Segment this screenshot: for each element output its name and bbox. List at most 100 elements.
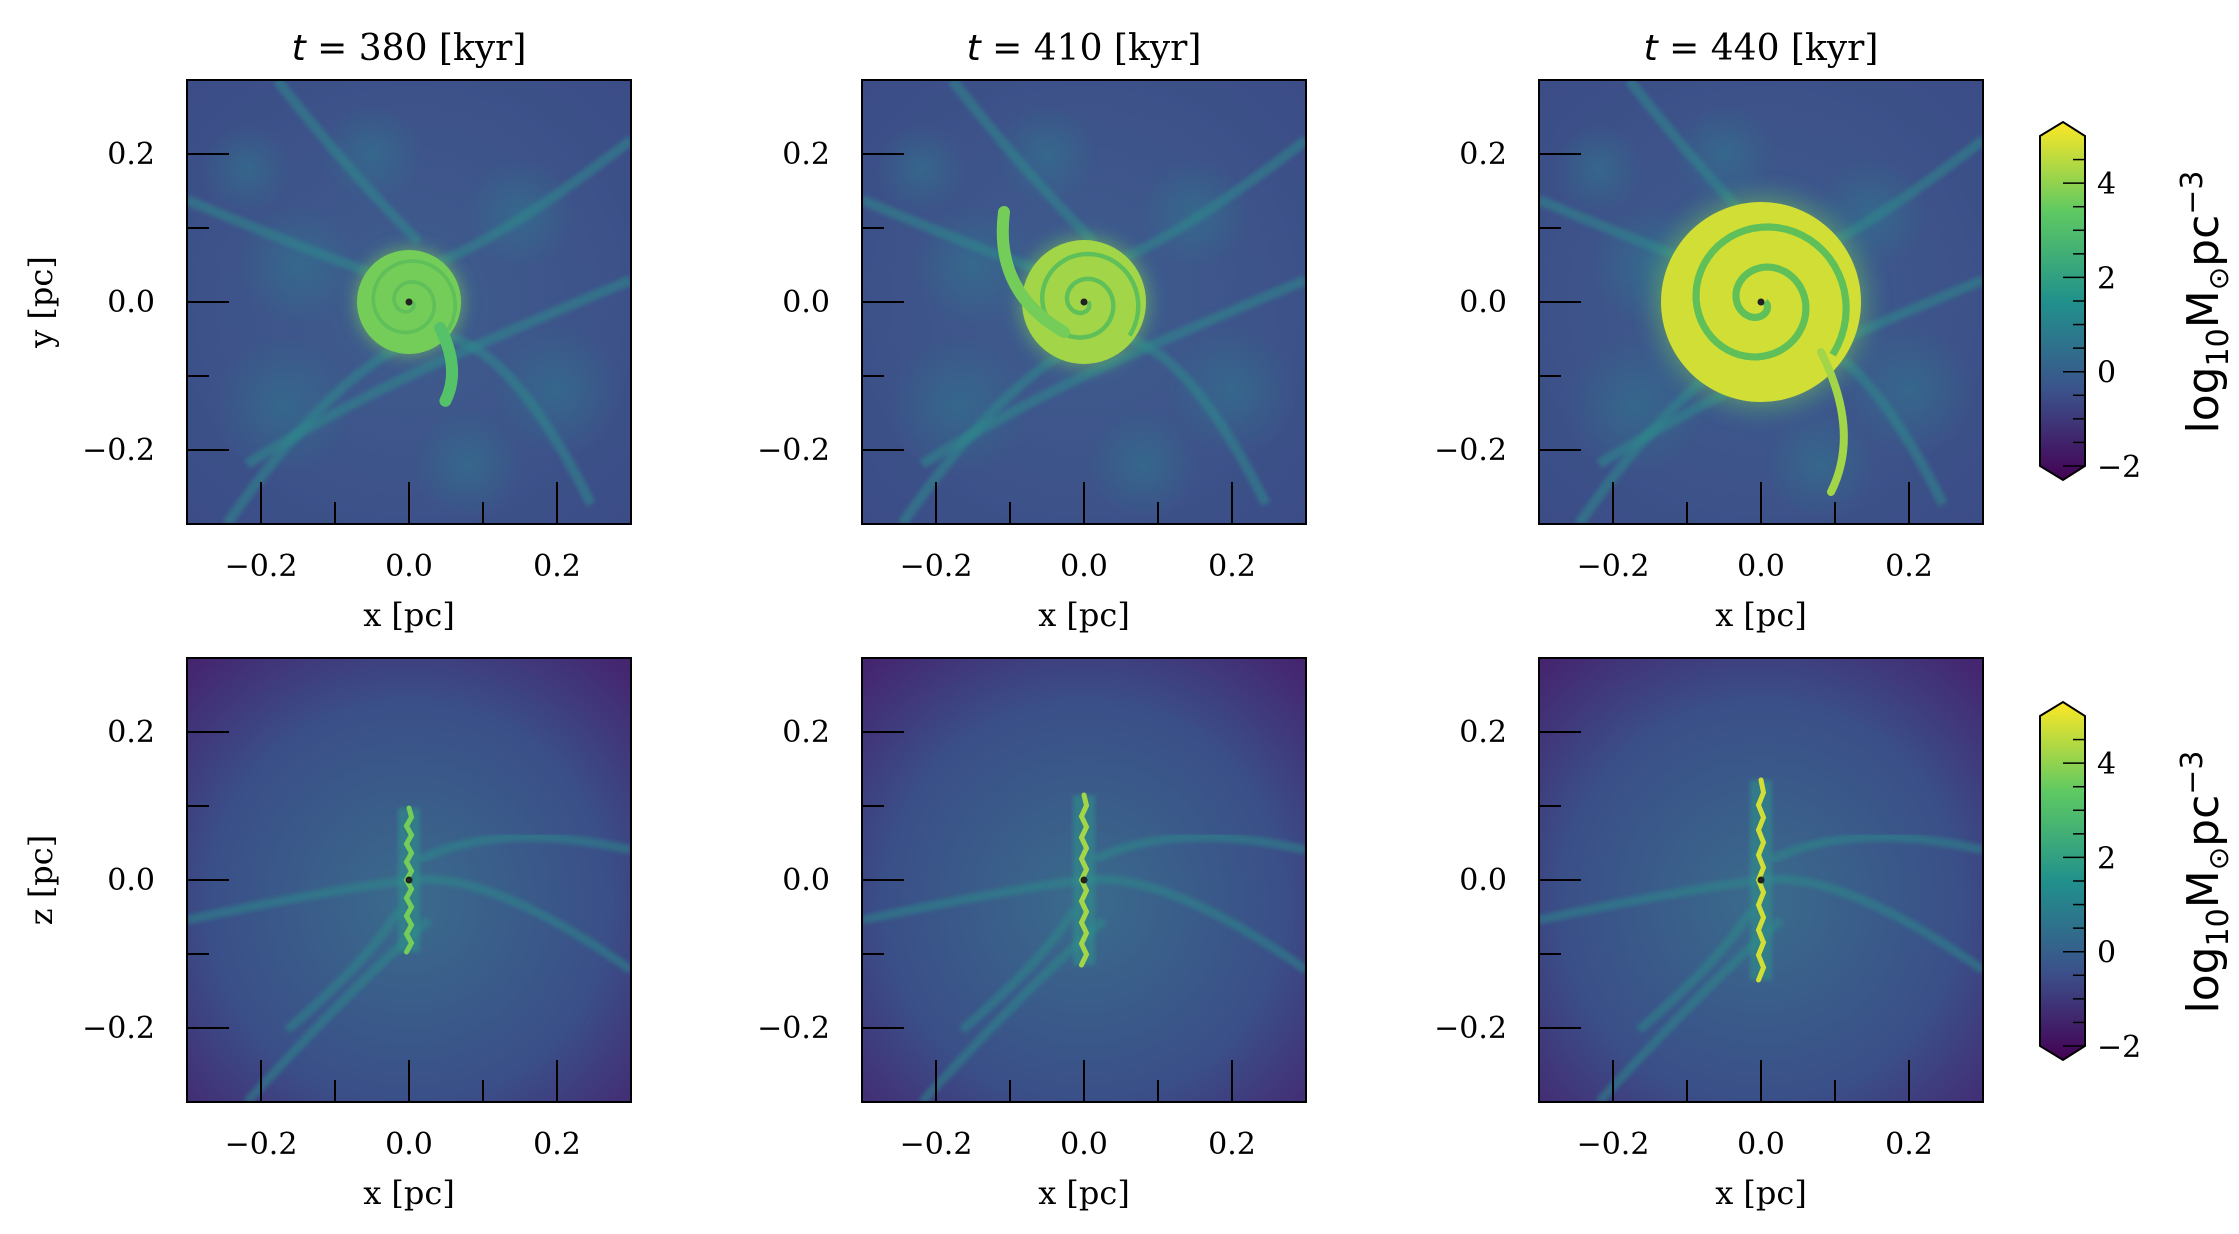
density-map-1 <box>187 80 631 524</box>
central-star <box>405 876 413 884</box>
panel-3: −0.2 0.0 0.2 0.2 0.0 −0.2 x [pc] t = 440 [kyr] <box>1434 28 1984 634</box>
panel-2: −0.2 0.0 0.2 0.2 0.0 −0.2 x [pc] t = 410 [kyr] <box>757 28 1307 634</box>
outflow-wisp <box>1636 907 1755 1034</box>
y-tick-label: 0.2 <box>782 137 830 172</box>
x-axis-label: x [pc] <box>1715 1174 1807 1212</box>
y-tick-label: −0.2 <box>1434 1011 1507 1046</box>
panel-title: t = 440 [kyr] <box>1644 28 1879 69</box>
x-tick-label: 0.0 <box>1737 549 1785 584</box>
gas-bubble <box>492 325 622 456</box>
y-axis-label: z [pc] <box>22 835 60 925</box>
gas-bubble <box>997 104 1097 204</box>
gas-bubble <box>888 335 1029 476</box>
y-tick-label: 0.0 <box>782 863 830 898</box>
colorbar-tick-label: −2 <box>2097 450 2141 485</box>
density-map-5 <box>862 658 1306 1102</box>
colorbar-tick-label: 4 <box>2097 167 2116 202</box>
density-map-4 <box>187 658 631 1102</box>
gas-bubble <box>213 335 354 476</box>
gas-bubble <box>1844 325 1974 456</box>
panel-title: t = 410 [kyr] <box>967 28 1202 69</box>
colorbar-bottom-label: log10M⊙pc−3 <box>2175 750 2236 1013</box>
colorbar-bottom: 4 2 0 −2 log10M⊙pc−3 <box>2039 700 2236 1065</box>
central-star <box>405 298 413 306</box>
y-tick-label: −0.2 <box>757 1011 830 1046</box>
y-tick-label: 0.0 <box>107 863 155 898</box>
x-tick-label: 0.2 <box>1208 549 1256 584</box>
gas-filament <box>244 275 631 469</box>
x-tick-label: −0.2 <box>1577 549 1650 584</box>
y-tick-label: −0.2 <box>82 433 155 468</box>
y-tick-label: −0.2 <box>82 1011 155 1046</box>
panel-1: −0.2 0.0 0.2 0.2 0.0 −0.2 x [pc] y [pc] t = 380 … <box>22 28 632 634</box>
x-axis-label: x [pc] <box>363 1174 455 1212</box>
gas-bubble <box>1765 409 1876 520</box>
tidal-tail <box>434 322 459 407</box>
gas-filament <box>948 80 1098 246</box>
colorbar-top-label: log10M⊙pc−3 <box>2175 170 2236 433</box>
colorbar-tick-label: 0 <box>2097 356 2116 391</box>
y-axis-label: y [pc] <box>22 256 60 349</box>
y-tick-label: 0.2 <box>1459 715 1507 750</box>
x-tick-label: −0.2 <box>225 549 298 584</box>
x-tick-label: 0.2 <box>1885 549 1933 584</box>
colorbar-tick-label: 4 <box>2097 747 2116 782</box>
colorbar-top: 4 2 0 −2 log10M⊙pc−3 <box>2039 120 2236 485</box>
outflow-wisp <box>416 832 631 865</box>
x-tick-label: −0.2 <box>225 1127 298 1162</box>
outflow-wisp <box>1091 832 1306 865</box>
central-star <box>1757 876 1765 884</box>
density-map-2 <box>862 80 1306 524</box>
density-map-3 <box>1539 80 1983 524</box>
gas-filament <box>273 80 423 246</box>
x-tick-label: −0.2 <box>1577 1127 1650 1162</box>
colorbar-tick-label: −2 <box>2097 1030 2141 1065</box>
x-tick-label: 0.0 <box>385 549 433 584</box>
spiral-arm <box>371 259 458 335</box>
x-axis-label: x [pc] <box>1715 596 1807 634</box>
panel-6: −0.2 0.0 0.2 0.2 0.0 −0.2 x [pc] <box>1434 657 1984 1212</box>
spiral-arm <box>1692 223 1850 361</box>
y-tick-label: 0.2 <box>782 715 830 750</box>
spiral-arm <box>1039 251 1141 340</box>
panel-title: t = 380 [kyr] <box>292 28 527 69</box>
outflow-wisp <box>284 907 403 1034</box>
y-tick-label: −0.2 <box>1434 433 1507 468</box>
panel-4: −0.2 0.0 0.2 0.2 0.0 −0.2 x [pc] z [pc] <box>22 657 632 1212</box>
gas-bubble <box>322 104 422 204</box>
x-tick-label: 0.2 <box>533 1127 581 1162</box>
y-tick-label: 0.0 <box>1459 863 1507 898</box>
gas-bubble <box>876 123 967 214</box>
y-tick-label: 0.2 <box>1459 137 1507 172</box>
x-axis-label: x [pc] <box>363 596 455 634</box>
x-tick-label: 0.2 <box>1208 1127 1256 1162</box>
x-tick-label: 0.2 <box>533 549 581 584</box>
y-tick-label: 0.2 <box>107 137 155 172</box>
central-star <box>1757 298 1765 306</box>
y-tick-label: 0.0 <box>782 285 830 320</box>
y-tick-label: −0.2 <box>757 433 830 468</box>
x-tick-label: 0.0 <box>1060 1127 1108 1162</box>
central-star <box>1080 298 1088 306</box>
x-tick-label: 0.0 <box>1060 549 1108 584</box>
y-tick-label: 0.0 <box>1459 285 1507 320</box>
x-tick-label: −0.2 <box>900 549 973 584</box>
x-axis-label: x [pc] <box>1038 1174 1130 1212</box>
x-tick-label: 0.2 <box>1885 1127 1933 1162</box>
x-tick-label: 0.0 <box>1737 1127 1785 1162</box>
tidal-tail <box>1817 348 1848 496</box>
x-tick-label: 0.0 <box>385 1127 433 1162</box>
panel-5: −0.2 0.0 0.2 0.2 0.0 −0.2 x [pc] <box>757 657 1307 1212</box>
central-star <box>1080 876 1088 884</box>
density-map-6 <box>1539 658 1983 1102</box>
colorbar-tick-label: 2 <box>2097 841 2116 876</box>
colorbar-tick-label: 2 <box>2097 261 2116 296</box>
outflow-wisp <box>959 907 1078 1034</box>
outflow-wisp <box>1768 832 1983 865</box>
y-tick-label: 0.2 <box>107 715 155 750</box>
gas-bubble <box>1167 325 1297 456</box>
gas-bubble <box>1088 409 1199 520</box>
gas-bubble <box>413 409 524 520</box>
colorbar-tick-label: 0 <box>2097 936 2116 971</box>
